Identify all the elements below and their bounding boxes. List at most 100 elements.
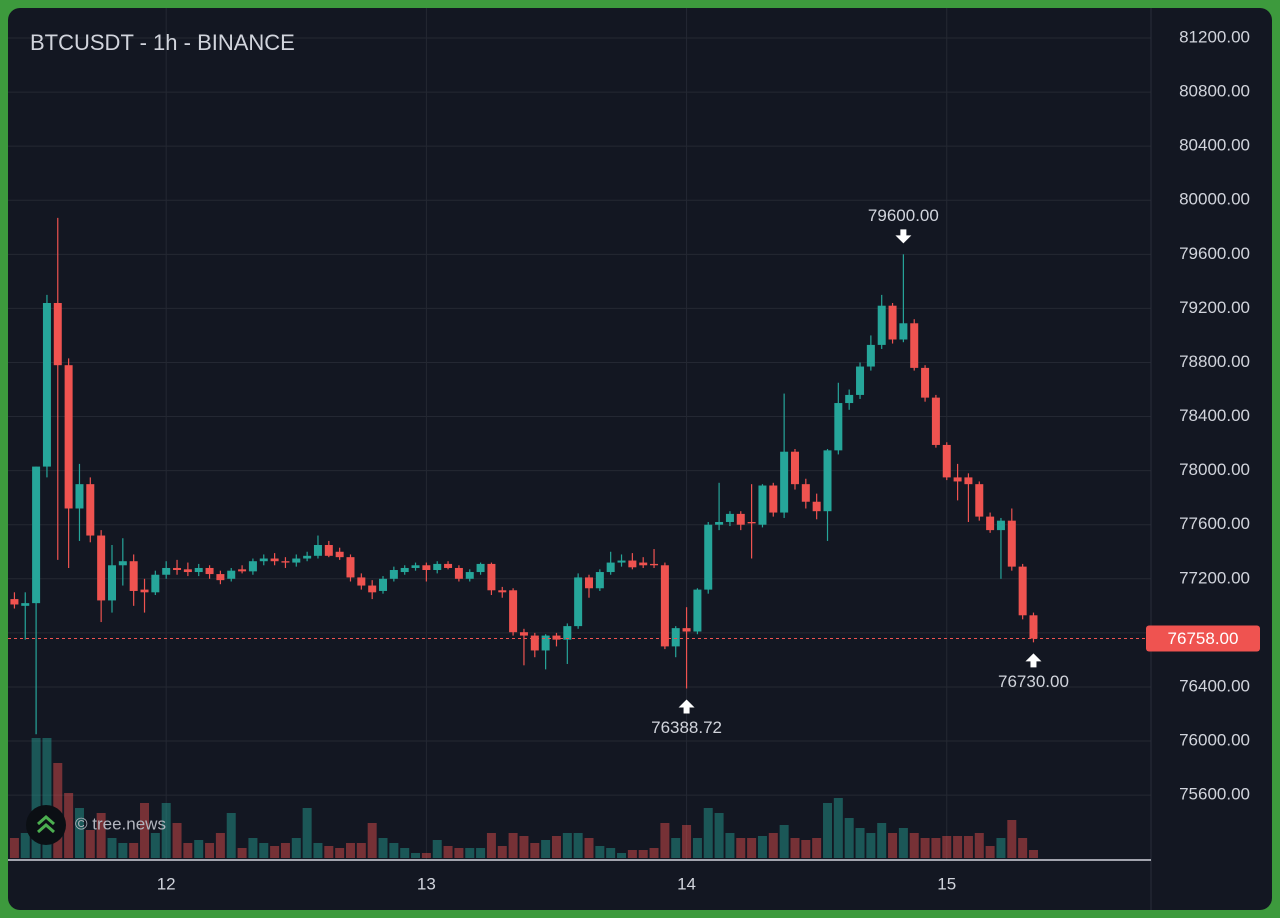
volume-bar [823, 803, 833, 858]
volume-bar [335, 848, 345, 858]
candle-body [259, 558, 268, 562]
last-price-box [1146, 625, 1260, 652]
volume-bar [768, 833, 778, 858]
volume-bar [953, 836, 963, 858]
candle-body [162, 567, 171, 575]
candle-body [433, 563, 442, 571]
candle-body [552, 635, 561, 640]
volume-bar [660, 823, 670, 858]
candle-body [964, 477, 973, 485]
candle-body [346, 557, 355, 578]
volume-bar [96, 813, 106, 858]
y-tick-label: 80400.00 [1179, 136, 1250, 155]
volume-bar [270, 846, 280, 858]
volume-bar [779, 825, 789, 858]
volume-bar [736, 838, 746, 858]
candle-body [628, 560, 637, 568]
volume-bar [747, 838, 757, 858]
volume-bar [64, 793, 74, 858]
volume-bar [1028, 850, 1038, 858]
volume-bar [324, 846, 334, 858]
candle-body [931, 397, 940, 445]
candle-body [823, 450, 832, 512]
volume-bar [345, 843, 355, 858]
volume-bar [443, 846, 453, 858]
candle-body [606, 562, 615, 573]
volume-bar [909, 833, 919, 858]
candle-body [389, 570, 398, 579]
volume-bar [476, 848, 486, 858]
volume-bar [313, 843, 323, 858]
last-price-label: 76758.00 [1168, 629, 1239, 648]
volume-bar [237, 848, 247, 858]
candle-body [769, 485, 778, 513]
candle-body [725, 513, 734, 523]
volume-bar [183, 843, 193, 858]
volume-bar [411, 853, 421, 858]
chart-title: BTCUSDT - 1h - BINANCE [30, 30, 295, 55]
y-tick-label: 78400.00 [1179, 406, 1250, 425]
volume-bar [378, 838, 388, 858]
volume-bar [1007, 820, 1017, 858]
volume-bar [541, 840, 551, 858]
x-tick-label: 13 [417, 874, 436, 893]
candle-body [444, 563, 453, 568]
volume-bar [584, 838, 594, 858]
candle-body [780, 451, 789, 513]
candle-body [357, 577, 366, 586]
y-tick-label: 78800.00 [1179, 352, 1250, 371]
candle-body [75, 484, 84, 509]
candle-body [617, 560, 626, 563]
volume-bar [649, 848, 659, 858]
overlay-layer: 75600.0076000.0076400.0076800.0077200.00… [8, 27, 1260, 893]
volume-bar [812, 838, 822, 858]
volume-bar [74, 808, 84, 858]
candle-body [303, 555, 312, 559]
volume-bar [280, 843, 290, 858]
volume-bar [963, 836, 973, 858]
candle-body [574, 577, 583, 627]
candle-body [324, 544, 333, 556]
y-tick-label: 76000.00 [1179, 731, 1250, 750]
candle-body [422, 565, 431, 571]
candle-body [465, 572, 474, 579]
volume-bar [432, 840, 442, 858]
annotation-arrow [895, 229, 912, 244]
candle-body [704, 524, 713, 590]
candle-body [216, 574, 225, 581]
candle-body [953, 477, 962, 482]
volume-bar [519, 836, 529, 858]
volume-bar [985, 846, 995, 858]
volume-bar [595, 846, 605, 858]
volume-layer [9, 738, 1038, 858]
candle-body [400, 567, 409, 573]
volume-bar [194, 840, 204, 858]
candle-body [986, 516, 995, 531]
volume-bar [161, 803, 171, 858]
candle-body [487, 563, 496, 591]
y-tick-label: 80800.00 [1179, 82, 1250, 101]
volume-bar [248, 838, 258, 858]
candle-body [21, 603, 30, 606]
candle-body [1007, 520, 1016, 567]
volume-bar [714, 813, 724, 858]
watermark: © tree.news [75, 814, 166, 833]
candle-body [671, 628, 680, 647]
candle-body [313, 544, 322, 556]
y-tick-label: 81200.00 [1179, 27, 1250, 46]
candle-layer [10, 217, 1038, 735]
candle-body [379, 578, 388, 591]
y-tick-label: 78000.00 [1179, 460, 1250, 479]
candle-body [812, 501, 821, 512]
candle-body [693, 589, 702, 632]
candle-body [335, 551, 344, 558]
candle-body [1018, 566, 1027, 616]
y-tick-label: 75600.00 [1179, 785, 1250, 804]
volume-bar [617, 853, 627, 858]
candle-body [910, 323, 919, 368]
candle-body [238, 569, 247, 572]
candle-body [107, 565, 116, 601]
volume-bar [400, 848, 410, 858]
candle-body [32, 466, 41, 604]
annotation-label: 76388.72 [651, 718, 722, 737]
